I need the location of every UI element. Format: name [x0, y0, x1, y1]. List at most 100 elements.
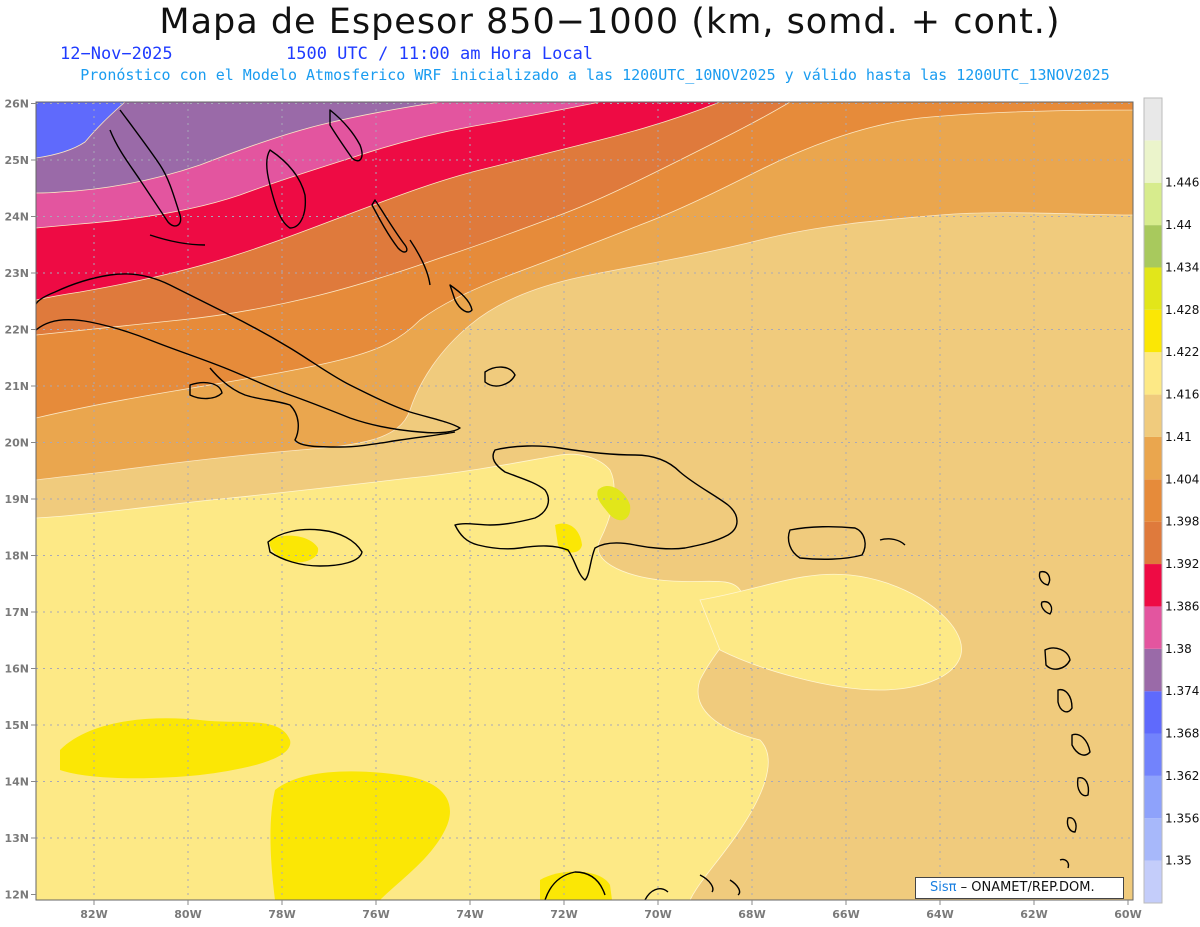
- colorbar-swatch: [1144, 733, 1162, 776]
- colorbar-label: 1.38: [1165, 642, 1192, 656]
- colorbar-swatch: [1144, 140, 1162, 183]
- colorbar-label: 1.44: [1165, 218, 1192, 232]
- lat-label: 18N: [4, 550, 29, 563]
- coast-st-lucia: [1071, 733, 1091, 756]
- colorbar-swatch: [1144, 225, 1162, 268]
- colorbar-swatch: [1144, 98, 1162, 141]
- coast-bahamas-eleuthera: [371, 199, 408, 253]
- lat-label: 20N: [4, 437, 29, 450]
- lon-label: 74W: [456, 908, 483, 921]
- map-frame: [35, 101, 1134, 901]
- lat-label: 26N: [4, 98, 29, 111]
- coast-cuba-south: [209, 367, 456, 448]
- colorbar-swatch: [1144, 352, 1162, 395]
- credit-org: – ONAMET/REP.DOM.: [956, 880, 1095, 895]
- colorbar-swatch: [1144, 691, 1162, 734]
- lat-label: 13N: [4, 832, 29, 845]
- colorbar-label: 1.392: [1165, 557, 1199, 571]
- colorbar-label: 1.368: [1165, 727, 1199, 741]
- colorbar-label: 1.398: [1165, 515, 1199, 529]
- grid: [36, 102, 1133, 900]
- colorbar-swatch: [1144, 648, 1162, 692]
- colorbar-label: 1.428: [1165, 303, 1199, 317]
- colorbar-label: 1.416: [1165, 388, 1199, 402]
- band-1416-b: [270, 771, 450, 900]
- map-title: Mapa de Espesor 850−1000 (km, somd. + co…: [159, 2, 1061, 42]
- coast-puerto-rico: [787, 525, 866, 560]
- lon-label: 66W: [832, 908, 859, 921]
- coast-tobago: [1059, 858, 1070, 869]
- lon-label: 76W: [362, 908, 389, 921]
- coast-bahamas-exuma: [409, 239, 431, 286]
- coast-lesser-antilles-1: [1038, 571, 1051, 586]
- colorbar-swatch: [1144, 479, 1162, 522]
- lon-labels: 82W 80W 78W 76W 74W 72W 70W 68W 66W 64W …: [80, 908, 1141, 921]
- band-1362: [36, 102, 126, 159]
- colorbar-label: 1.446: [1165, 176, 1199, 190]
- colorbar-label: 1.41: [1165, 430, 1192, 444]
- lat-label: 25N: [4, 154, 29, 167]
- coast-venezuela: [544, 871, 669, 900]
- colorbar-label: 1.434: [1165, 260, 1199, 274]
- colorbar-swatch: [1144, 860, 1162, 903]
- lat-label: 15N: [4, 719, 29, 732]
- lat-labels: 26N 25N 24N 23N 22N 21N 20N 19N 18N 17N …: [4, 98, 29, 902]
- colorbar-swatch: [1144, 818, 1162, 861]
- lat-ticks: [31, 103, 36, 895]
- colorbar-swatch: [1144, 521, 1162, 565]
- band-1368: [36, 102, 441, 194]
- lon-label: 60W: [1114, 908, 1141, 921]
- coast-cuba: [36, 273, 461, 434]
- forecast-time: 1500 UTC / 11:00 am Hora Local: [286, 44, 594, 64]
- colorbar-swatch: [1144, 394, 1162, 437]
- lon-label: 64W: [926, 908, 953, 921]
- lat-label: 14N: [4, 776, 29, 789]
- coast-jamaica: [267, 528, 363, 567]
- colorbar-label: 1.374: [1165, 684, 1199, 698]
- coast-hispaniola: [454, 445, 738, 581]
- coast-florida: [109, 109, 182, 227]
- lon-label: 80W: [174, 908, 201, 921]
- coast-virgin-islands: [879, 538, 906, 546]
- credit-box: Sisπ – ONAMET/REP.DOM.: [915, 877, 1124, 899]
- colorbar-label: 1.386: [1165, 599, 1199, 613]
- colorbar-label: 1.356: [1165, 811, 1199, 825]
- colorbar-swatch: [1144, 775, 1162, 819]
- band-1410-east: [699, 573, 962, 691]
- colorbar-swatch: [1144, 564, 1162, 607]
- colorbar-label: 1.35: [1165, 854, 1192, 868]
- forecast-date: 12−Nov−2025: [60, 44, 173, 64]
- band-1410: [36, 453, 769, 900]
- coast-grenada: [1066, 817, 1077, 833]
- coast-bahamas-long: [449, 284, 473, 313]
- lon-label: 72W: [550, 908, 577, 921]
- credit-brand: Sisπ: [930, 880, 957, 895]
- band-1422-spot: [597, 485, 631, 521]
- lat-label: 23N: [4, 267, 29, 280]
- lon-label: 82W: [80, 908, 107, 921]
- lat-label: 19N: [4, 493, 29, 506]
- colorbar-swatch: [1144, 182, 1162, 226]
- lat-label: 17N: [4, 606, 29, 619]
- coast-guadeloupe: [1044, 647, 1071, 670]
- colorbar-label: 1.362: [1165, 769, 1199, 783]
- coast-lesser-antilles-2: [1040, 600, 1053, 615]
- thickness-field: [36, 102, 1133, 900]
- colorbar-swatch: [1144, 606, 1162, 649]
- lon-ticks: [93, 900, 1129, 905]
- band-1416-e: [555, 523, 582, 553]
- coast-abc-islands: [699, 874, 741, 896]
- lon-label: 78W: [268, 908, 295, 921]
- coast-st-vincent: [1076, 777, 1090, 797]
- coast-martinique: [1057, 688, 1073, 713]
- colorbar-swatch: [1144, 267, 1162, 310]
- colorbar-swatch: [1144, 436, 1162, 480]
- lat-label: 21N: [4, 380, 29, 393]
- colorbar-frame: [1143, 97, 1163, 904]
- colorbar-label: 1.422: [1165, 345, 1199, 359]
- coast-bahamas-andros: [265, 149, 307, 229]
- coast-florida-keys: [149, 234, 206, 246]
- lon-label: 70W: [644, 908, 671, 921]
- colorbar-swatch: [1144, 309, 1162, 353]
